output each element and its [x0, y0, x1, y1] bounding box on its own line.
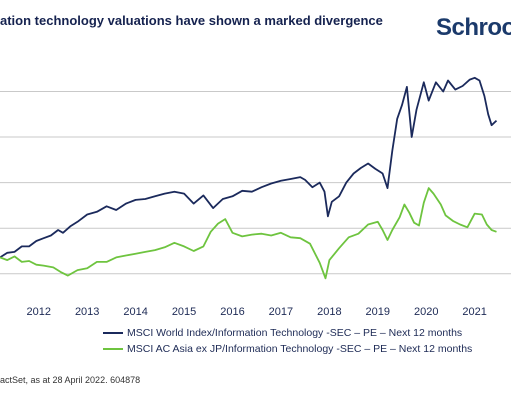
- legend-item-world: MSCI World Index/Information Technology …: [103, 325, 472, 341]
- x-tick-labels: 2012 2013 2014 2015 2016 2017 2018 2019 2020 2021: [27, 306, 487, 318]
- chart-title: ation technology valuations have shown a…: [0, 13, 383, 28]
- series-layer: [0, 76, 498, 280]
- grid-layer: [0, 90, 511, 275]
- x-tick-label-2020: 2020: [414, 306, 438, 318]
- brand-logo: Schroo: [436, 14, 511, 41]
- x-tick-label-2012: 2012: [27, 306, 51, 318]
- x-tick-label-2017: 2017: [269, 306, 293, 318]
- series-line-asia: [0, 187, 497, 280]
- x-tick-label-2015: 2015: [172, 306, 196, 318]
- series-line-world: [0, 76, 498, 259]
- source-note: actSet, as at 28 April 2022. 604878: [0, 375, 141, 385]
- legend-label-asia: MSCI AC Asia ex JP/Information Technolog…: [127, 343, 473, 355]
- x-tick-label-2019: 2019: [366, 306, 390, 318]
- x-tick-label-2016: 2016: [220, 306, 244, 318]
- legend-swatch-asia: [103, 348, 123, 350]
- x-tick-label-2018: 2018: [317, 306, 341, 318]
- legend-swatch-world: [103, 332, 123, 334]
- x-tick-label-2014: 2014: [123, 306, 147, 318]
- x-tick-label-2013: 2013: [75, 306, 99, 318]
- legend-item-asia: MSCI AC Asia ex JP/Information Technolog…: [103, 341, 472, 357]
- x-tick-label-2021: 2021: [462, 306, 486, 318]
- legend-label-world: MSCI World Index/Information Technology …: [127, 327, 463, 339]
- legend: MSCI World Index/Information Technology …: [103, 325, 472, 357]
